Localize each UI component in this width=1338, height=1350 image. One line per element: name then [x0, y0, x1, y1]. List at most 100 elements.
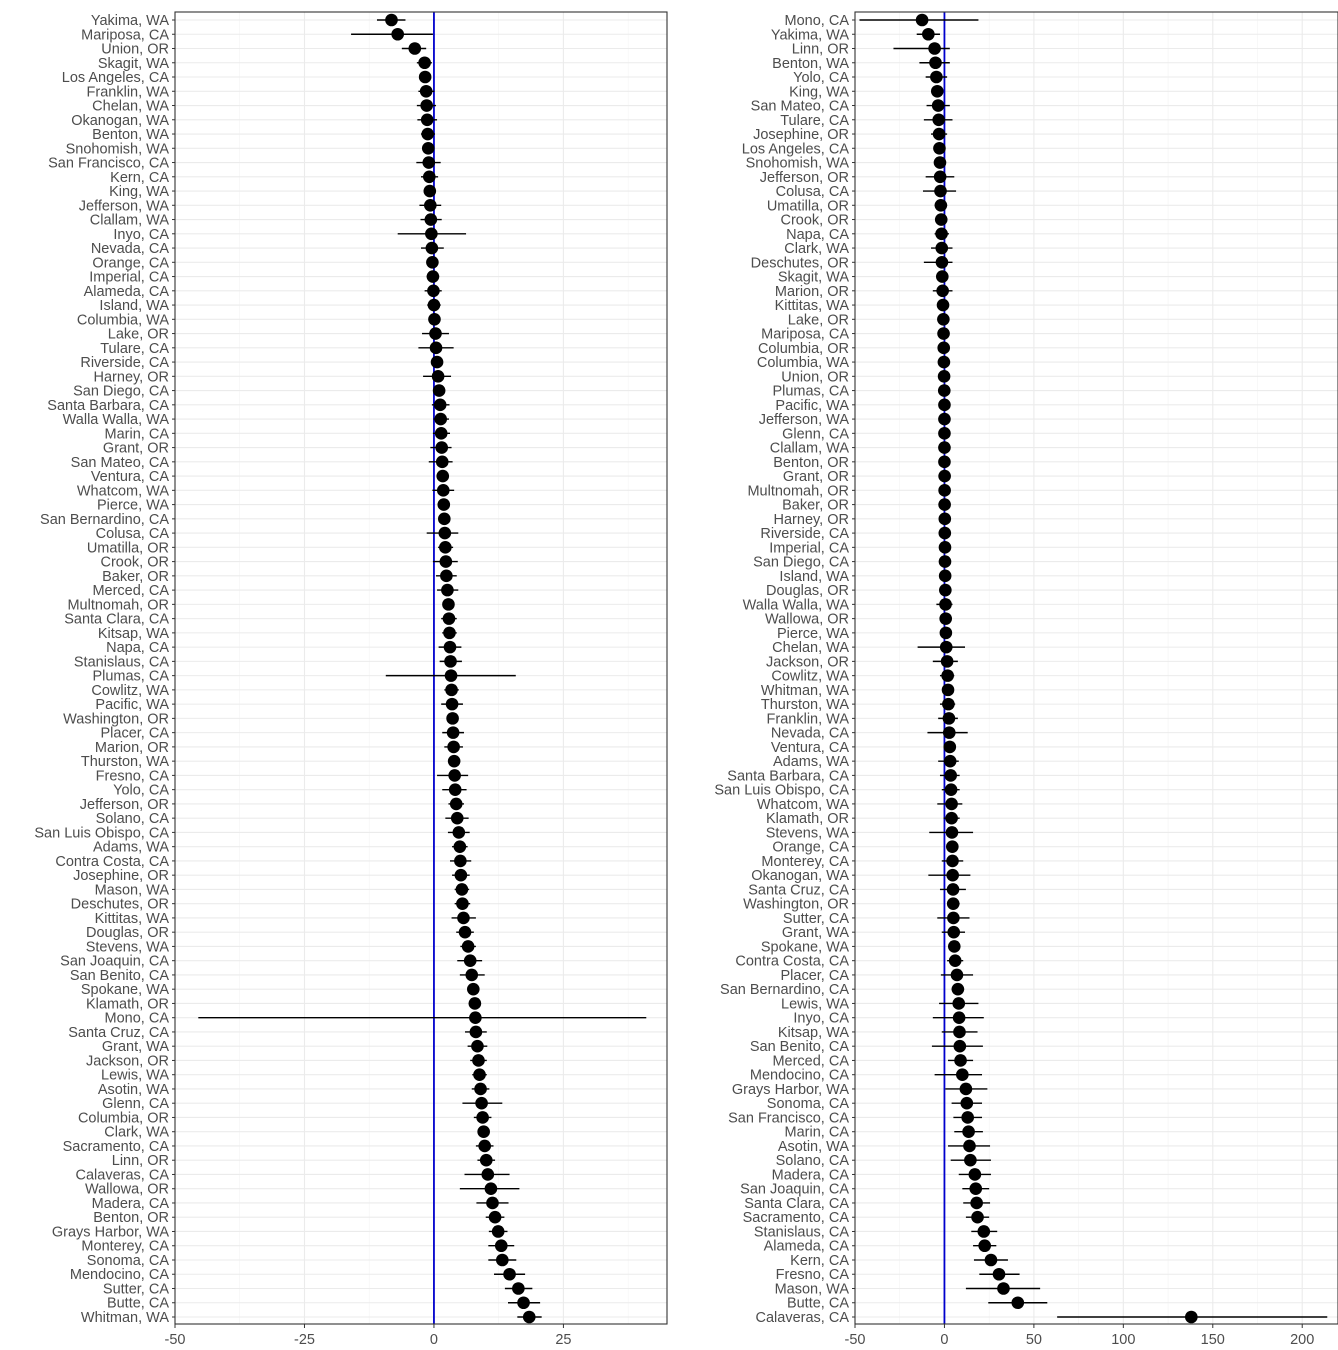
point-estimate	[481, 1168, 495, 1181]
county-label: Mason, WA	[95, 882, 170, 898]
county-label: Douglas, OR	[86, 925, 169, 941]
county-label: Sacramento, CA	[63, 1139, 170, 1155]
county-label: Lewis, WA	[101, 1068, 169, 1084]
point-estimate	[449, 797, 463, 811]
point-estimate	[438, 526, 452, 540]
county-label: Jefferson, OR	[80, 797, 169, 813]
point-estimate	[434, 412, 447, 426]
county-label: Alameda, CA	[764, 1239, 850, 1255]
county-label: Franklin, WA	[87, 84, 170, 100]
point-estimate	[937, 341, 951, 355]
county-label: Washington, OR	[743, 897, 849, 913]
point-estimate	[947, 940, 961, 953]
point-estimate	[445, 697, 459, 711]
point-estimate	[961, 1111, 974, 1124]
point-estimate	[426, 255, 439, 269]
point-estimate	[934, 184, 947, 198]
point-estimate	[473, 1068, 486, 1082]
point-estimate	[488, 1210, 502, 1224]
point-estimate	[946, 883, 960, 896]
point-estimate	[494, 1239, 508, 1253]
point-estimate	[425, 241, 439, 255]
panel-background	[855, 12, 1338, 1324]
county-label: Cowlitz, WA	[771, 669, 849, 685]
point-estimate	[431, 370, 445, 383]
point-estimate	[969, 1182, 983, 1196]
point-estimate	[953, 1039, 967, 1053]
point-estimate	[479, 1153, 493, 1167]
point-estimate	[938, 398, 951, 412]
point-estimate	[946, 840, 959, 853]
point-estimate	[435, 455, 449, 469]
county-label: Thurston, WA	[81, 754, 169, 770]
point-estimate	[948, 954, 962, 967]
point-estimate	[946, 868, 959, 882]
point-estimate	[496, 1253, 509, 1267]
county-label: Whatcom, WA	[757, 797, 849, 813]
point-estimate	[435, 441, 449, 454]
point-estimate	[418, 70, 432, 84]
point-estimate	[934, 213, 948, 226]
county-label: Benton, OR	[93, 1210, 169, 1226]
county-label: Imperial, CA	[89, 270, 169, 286]
county-label: San Joaquin, CA	[740, 1182, 849, 1198]
county-label: San Francisco, CA	[728, 1110, 849, 1126]
county-label: Spokane, WA	[81, 982, 169, 998]
point-estimate	[469, 1025, 483, 1039]
county-label: Mariposa, CA	[81, 27, 169, 43]
county-label: Josephine, OR	[753, 127, 849, 143]
point-estimate	[930, 70, 943, 84]
county-label: Marin, CA	[785, 1125, 850, 1141]
county-label: Okanogan, WA	[71, 113, 169, 129]
point-estimate	[440, 569, 453, 583]
point-estimate	[934, 198, 948, 212]
point-estimate	[439, 555, 453, 568]
county-label: Calaveras, CA	[76, 1167, 170, 1183]
point-estimate	[937, 313, 950, 326]
county-label: Multnomah, OR	[67, 597, 169, 613]
point-estimate	[940, 655, 954, 668]
county-label: Madera, CA	[772, 1167, 850, 1183]
county-label: Whitman, WA	[81, 1310, 169, 1326]
county-label: King, WA	[109, 184, 169, 200]
point-estimate	[446, 712, 459, 725]
county-label: Placer, CA	[781, 968, 850, 984]
county-label: Butte, CA	[107, 1296, 169, 1312]
point-estimate	[963, 1139, 976, 1153]
county-label: Stevens, WA	[766, 825, 850, 841]
point-estimate	[978, 1239, 991, 1253]
county-label: Walla Walla, WA	[63, 412, 170, 428]
county-label: Orange, CA	[772, 840, 849, 856]
county-label: Klamath, OR	[86, 996, 169, 1012]
county-label: Asotin, WA	[778, 1139, 850, 1155]
x-tick-label: 25	[555, 1332, 571, 1348]
point-estimate	[454, 854, 467, 868]
x-tick-label: -50	[845, 1332, 866, 1348]
point-estimate	[959, 1082, 973, 1096]
point-estimate	[512, 1282, 525, 1295]
county-label: Sonoma, CA	[87, 1253, 170, 1269]
point-estimate	[997, 1282, 1010, 1295]
point-estimate	[939, 640, 953, 654]
point-estimate	[467, 982, 480, 996]
point-estimate	[939, 626, 953, 640]
county-label: Kern, CA	[110, 170, 169, 186]
point-estimate	[428, 313, 441, 326]
county-label: Glenn, CA	[102, 1096, 169, 1112]
county-label: Santa Cruz, CA	[748, 882, 849, 898]
point-estimate	[457, 911, 470, 925]
county-label: Baker, OR	[102, 569, 169, 585]
county-label: San Diego, CA	[73, 384, 169, 400]
x-tick-label: -50	[165, 1332, 186, 1348]
county-label: Napa, CA	[106, 640, 169, 656]
county-label: Glenn, CA	[782, 426, 849, 442]
county-label: Jefferson, WA	[759, 412, 850, 428]
county-label: San Luis Obispo, CA	[714, 783, 849, 799]
point-estimate	[472, 1054, 485, 1067]
point-estimate	[420, 113, 434, 127]
county-label: Sutter, CA	[103, 1281, 169, 1297]
county-label: Snohomish, WA	[66, 141, 170, 157]
county-label: Sacramento, CA	[743, 1210, 850, 1226]
